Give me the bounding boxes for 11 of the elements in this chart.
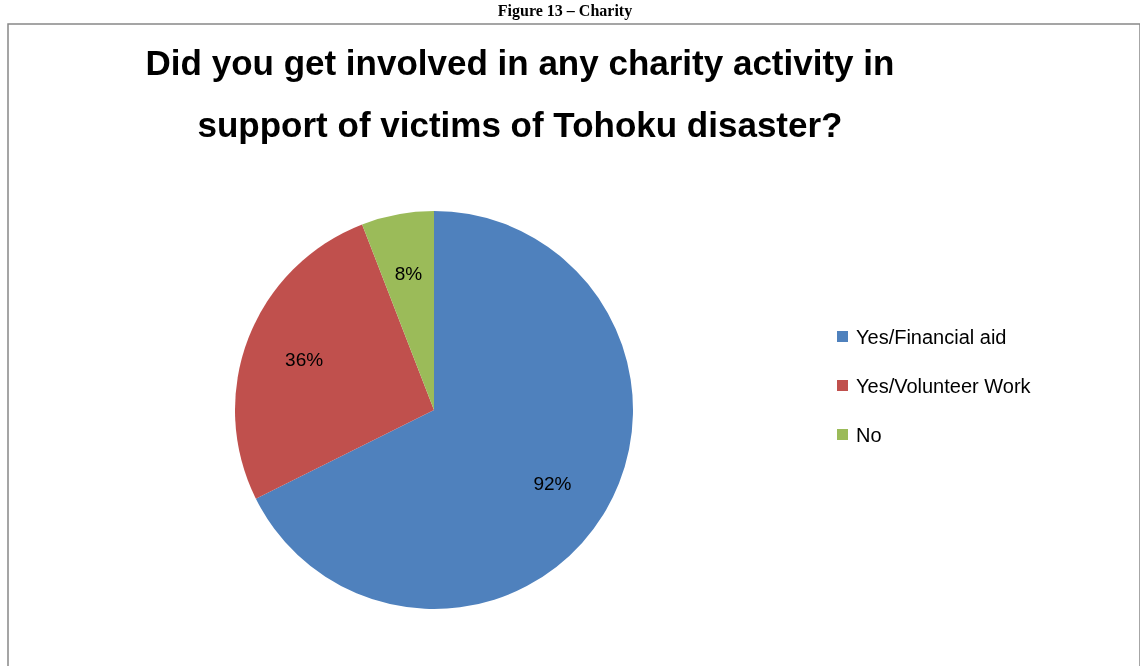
legend-label: Yes/Volunteer Work [856, 375, 1032, 397]
pie-slice [235, 224, 434, 499]
data-label: 8% [394, 262, 423, 284]
data-label: 36% [285, 349, 324, 371]
pie-slice [362, 211, 434, 410]
legend-label: Yes/Financial aid [856, 326, 1007, 348]
caption: Figure 13 – Charity [497, 2, 633, 20]
legend-label: No [856, 424, 882, 446]
data-label: 92% [533, 472, 572, 494]
pie-slice [255, 211, 633, 609]
chart-title: Did you get involved in any charity activity in support of victims of Tohoku disaster? [145, 43, 895, 144]
